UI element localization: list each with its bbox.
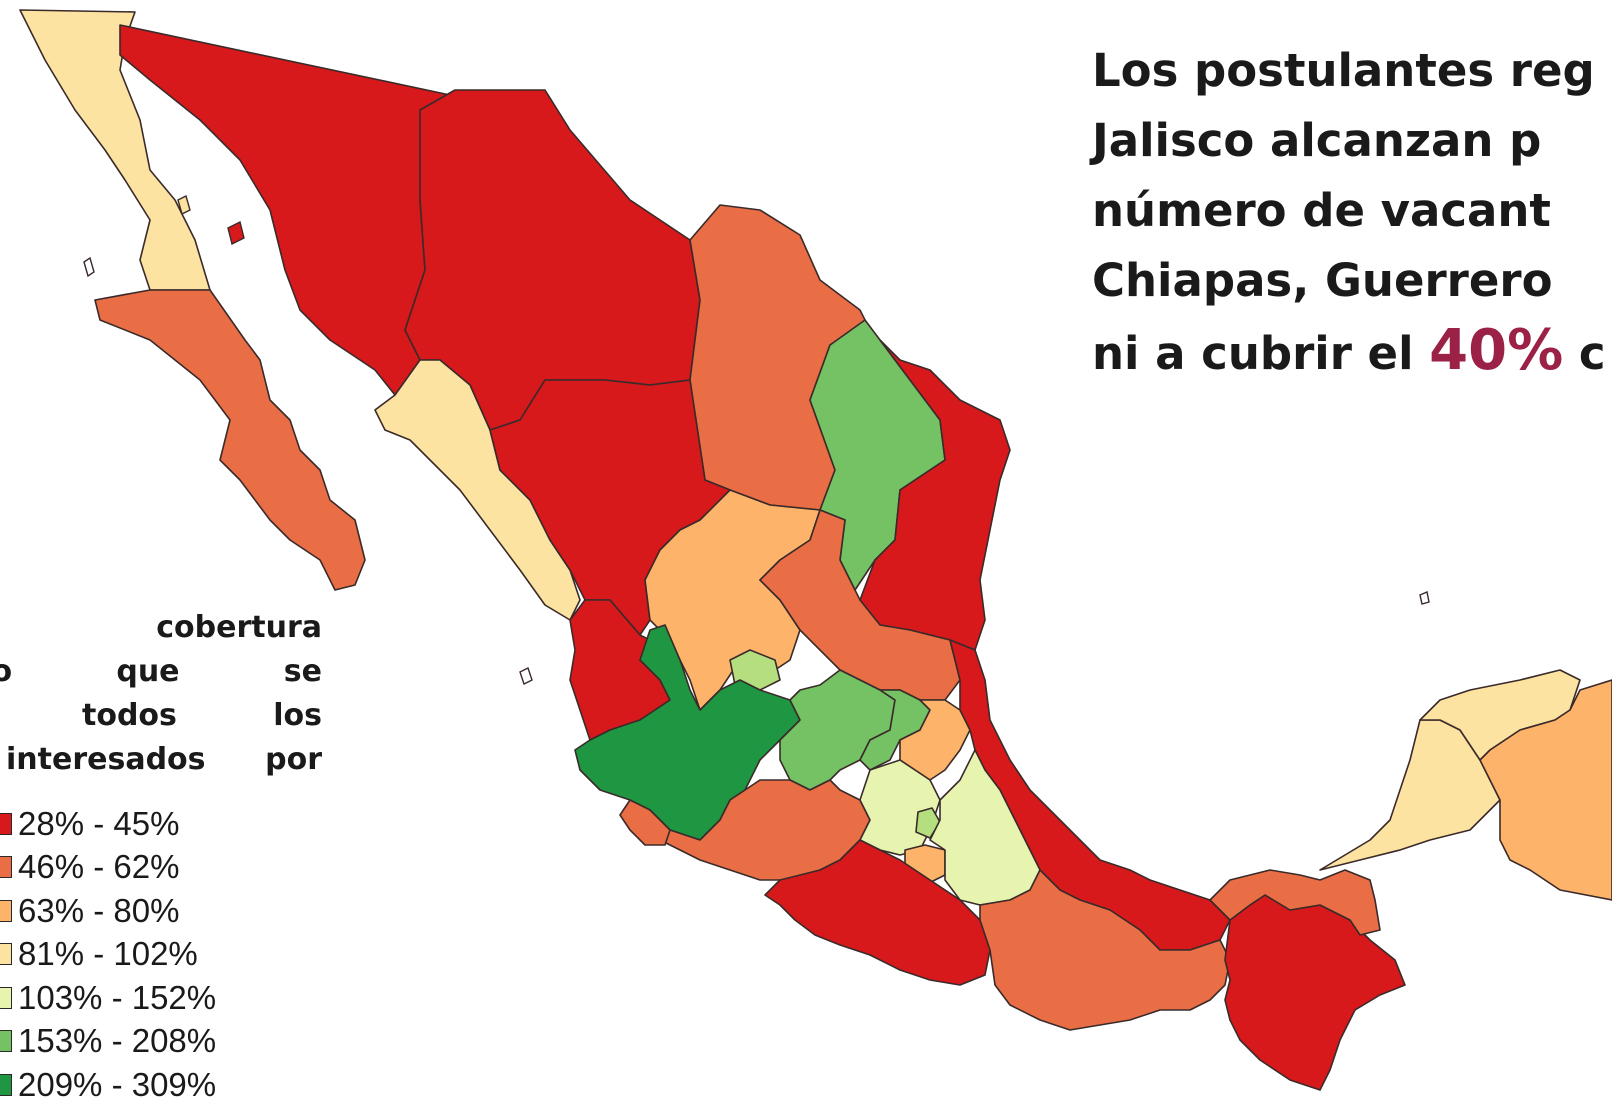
- island-shape: [177, 194, 191, 216]
- legend-title-word: do: [0, 654, 13, 689]
- legend-label: 63% - 80%: [18, 891, 180, 929]
- headline-line-3: número de vacant: [1092, 184, 1551, 237]
- legend-title-line-3: todos los: [0, 694, 322, 738]
- legend-item: 103% - 152%: [0, 976, 216, 1020]
- state-sinaloa: [374, 359, 581, 621]
- legend-item: 81% - 102%: [0, 933, 216, 977]
- legend-item: 63% - 80%: [0, 889, 216, 933]
- island-shape: [519, 667, 533, 685]
- legend-label: 103% - 152%: [18, 978, 217, 1016]
- state-tabasco: [1209, 869, 1381, 936]
- legend-title-line-2: do que se: [0, 650, 322, 694]
- legend-item: 209% - 309%: [0, 1063, 216, 1107]
- legend-title-word: se: [283, 654, 322, 689]
- state-baja-california-sur: [94, 289, 366, 591]
- legend-title: e cobertura do que se todos los interesa…: [0, 606, 322, 782]
- legend-title-word: los: [273, 698, 322, 733]
- headline-line-1: Los postulantes reg: [1092, 44, 1595, 97]
- state-colima: [619, 799, 671, 846]
- legend-label: 28% - 45%: [18, 804, 180, 842]
- legend-title-word: cobertura: [156, 610, 322, 645]
- legend-swatch: [0, 943, 12, 966]
- legend-swatch: [0, 812, 12, 835]
- island-shape: [83, 256, 95, 278]
- legend-title-word: interesados: [6, 742, 206, 777]
- legend-title-word: todos: [82, 698, 177, 733]
- legend-swatch: [0, 856, 12, 879]
- state-oaxaca: [979, 869, 1231, 1031]
- island-shape: [1419, 591, 1430, 605]
- legend-label: 46% - 62%: [18, 848, 180, 886]
- island-shape: [227, 220, 245, 246]
- legend-swatch: [0, 1030, 12, 1053]
- legend-title-line-4: interesados por: [0, 738, 322, 782]
- headline-line-2: Jalisco alcanzan p: [1092, 114, 1542, 167]
- legend-swatch: [0, 899, 12, 922]
- legend-item: 153% - 208%: [0, 1020, 216, 1064]
- legend-label: 81% - 102%: [18, 935, 198, 973]
- headline-line-5-prefix: ni a cubrir el: [1092, 327, 1430, 380]
- state-guerrero: [764, 839, 991, 986]
- legend-item: 28% - 45%: [0, 802, 216, 846]
- legend-swatch: [0, 986, 12, 1009]
- headline-line-5: ni a cubrir el 40% c: [1092, 316, 1612, 389]
- headline-text: Los postulantes reg Jalisco alcanzan p n…: [1092, 36, 1612, 389]
- legend-title-word: por: [265, 742, 322, 777]
- legend: 28% - 45% 46% - 62% 63% - 80% 81% - 102%…: [0, 802, 216, 1107]
- legend-label: 209% - 309%: [18, 1065, 217, 1103]
- legend-title-word: que: [116, 654, 180, 689]
- state-quintana-roo: [1479, 679, 1612, 901]
- headline-line-4: Chiapas, Guerrero: [1092, 254, 1553, 307]
- legend-item: 46% - 62%: [0, 846, 216, 890]
- headline-highlight-percent: 40%: [1429, 318, 1564, 383]
- headline-line-5-suffix: c: [1563, 327, 1606, 380]
- legend-title-line-1: e cobertura: [0, 606, 322, 650]
- legend-label: 153% - 208%: [18, 1022, 217, 1060]
- legend-swatch: [0, 1073, 12, 1096]
